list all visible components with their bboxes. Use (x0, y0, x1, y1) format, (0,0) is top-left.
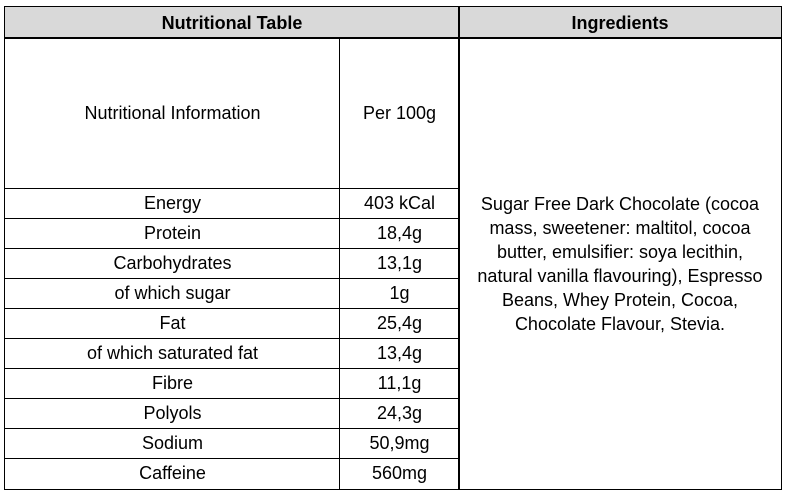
nutrient-value: 560mg (371, 463, 428, 483)
nutrient-value: 403 kCal (363, 193, 436, 213)
nutrient-value: 50,9mg (369, 433, 430, 453)
ingredients-line: natural vanilla flavouring), Espresso (477, 265, 763, 286)
nutrient-name: Fat (159, 313, 186, 333)
row-divider (5, 337, 459, 339)
nutrient-value: 25,4g (376, 313, 423, 333)
row-divider (5, 187, 459, 189)
ingredients-line: butter, emulsifier: soya lecithin, (496, 241, 744, 262)
row-divider (5, 307, 459, 309)
nutrient-name: Polyols (143, 403, 202, 423)
nutrient-name: Carbohydrates (113, 253, 232, 273)
row-divider (5, 277, 459, 279)
ingredients-header: Ingredients (459, 7, 781, 38)
nutrient-name: Caffeine (139, 463, 206, 483)
nutrient-value: 1g (389, 283, 410, 303)
ingredients-line: mass, sweetener: maltitol, cocoa (489, 217, 751, 238)
nutritional-table-header: Nutritional Table (5, 7, 459, 38)
ingredients-line: Beans, Whey Protein, Cocoa, (501, 289, 739, 310)
row-divider (5, 247, 459, 249)
row-divider (5, 457, 459, 459)
row-divider (5, 367, 459, 369)
ingredients-text: Sugar Free Dark Chocolate (cocoa mass, s… (473, 192, 766, 336)
ingredients-line: Sugar Free Dark Chocolate (cocoa (480, 193, 760, 214)
nutrient-value: 13,1g (376, 253, 423, 273)
header-divider (5, 37, 781, 39)
row-divider (5, 427, 459, 429)
nutrient-name: of which sugar (114, 283, 231, 303)
per-100g-label: Per 100g (362, 103, 437, 123)
nutrient-value: 24,3g (376, 403, 423, 423)
row-divider (5, 217, 459, 219)
nutrient-value: 18,4g (376, 223, 423, 243)
row-divider (5, 397, 459, 399)
value-column-divider (339, 38, 340, 489)
ingredients-cell: Sugar Free Dark Chocolate (cocoa mass, s… (459, 38, 781, 489)
nutrient-name: Energy (143, 193, 202, 213)
nutrition-ingredients-table: Nutritional Table Ingredients Nutritiona… (4, 6, 782, 490)
nutrient-value: 11,1g (377, 373, 422, 393)
ingredients-line: Chocolate Flavour, Stevia. (514, 313, 726, 334)
nutrient-name: Protein (143, 223, 202, 243)
nutrient-value: 13,4g (376, 343, 423, 363)
nutrient-name: Fibre (151, 373, 193, 393)
nutrient-name: of which saturated fat (86, 343, 259, 363)
nutrient-name: Sodium (141, 433, 204, 453)
nutritional-information-label: Nutritional Information (84, 103, 261, 123)
